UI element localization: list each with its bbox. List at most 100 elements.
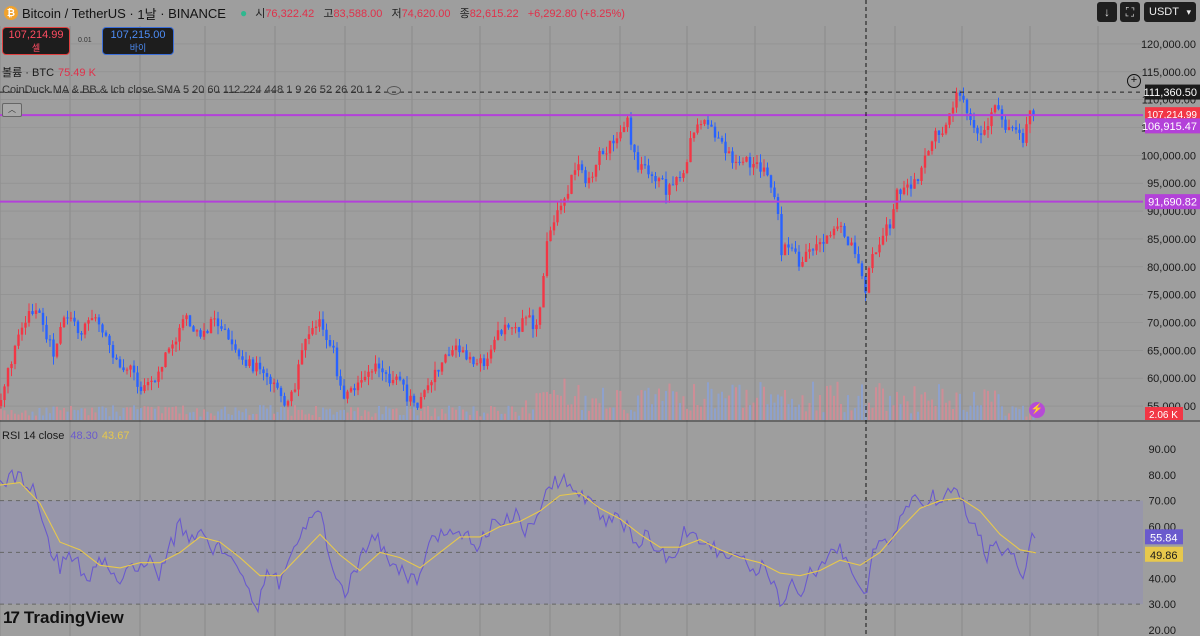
volume-bar (805, 411, 807, 420)
volume-bar (518, 415, 520, 420)
candle-body (496, 330, 500, 340)
buy-button[interactable]: 107,215.00 바이 (102, 27, 174, 55)
tradingview-name: TradingView (23, 608, 124, 627)
interval[interactable]: 1날 (137, 6, 157, 22)
volume-bar (1008, 413, 1010, 420)
volume-bar (647, 387, 650, 420)
candle-body (965, 99, 969, 114)
candle-body (885, 224, 888, 236)
volume-bar (224, 406, 226, 420)
volume-bar (1011, 406, 1014, 420)
volume-bar (77, 410, 79, 420)
volume-bar (24, 410, 27, 420)
volume-bar (497, 410, 499, 420)
volume-bar (966, 411, 968, 420)
high-value: 83,588.00 (333, 8, 383, 20)
candle-body (272, 382, 276, 385)
volume-bar (819, 394, 821, 420)
volume-bar (133, 405, 135, 420)
candle-body (0, 400, 3, 407)
candle-body (192, 326, 195, 332)
volume-bar (651, 404, 653, 420)
volume-legend[interactable]: 볼륨 · BTC 75.49 K (2, 64, 96, 80)
volume-bar (294, 405, 296, 420)
eye-icon[interactable] (386, 85, 401, 95)
volume-bar (780, 396, 783, 420)
candle-body (181, 319, 185, 328)
change-value: +6,292.80 (+8.25%) (527, 8, 625, 20)
volume-bar (549, 393, 552, 420)
symbol-info[interactable]: ₿ Bitcoin / TetherUS · 1날 · BINANCE (4, 4, 226, 23)
volume-bar (738, 384, 741, 420)
volume-bar (73, 409, 76, 420)
collapse-legend-icon[interactable]: ︿ (2, 103, 22, 117)
volume-bar (752, 402, 755, 420)
candle-body (944, 124, 948, 134)
candle-body (640, 164, 643, 170)
volume-bar (969, 405, 972, 420)
volume-bar (626, 413, 629, 420)
candle-body (741, 161, 745, 163)
volume-bar (290, 415, 293, 420)
candle-body (892, 209, 895, 229)
volume-bar (182, 405, 184, 420)
candle-body (297, 364, 300, 390)
open-value: 76,322.42 (265, 8, 315, 20)
rsi-legend[interactable]: RSI 14 close 48.30 43.67 (2, 430, 129, 442)
sell-button[interactable]: 107,214.99 셀 (2, 27, 70, 55)
price-axis-label: 100,000.00 (1141, 150, 1196, 162)
candle-body (87, 320, 90, 324)
candle-body (20, 327, 24, 335)
currency-select[interactable]: USDT ▾ (1144, 2, 1196, 22)
candle-body (552, 222, 556, 231)
candle-body (332, 345, 335, 348)
volume-bar (1018, 409, 1021, 420)
candle-body (920, 167, 923, 181)
volume-bar (245, 408, 247, 420)
candle-body (559, 205, 563, 211)
lightning-icon[interactable]: ⚡ (1029, 402, 1045, 418)
volume-bar (392, 409, 394, 420)
volume-bar (150, 406, 153, 420)
volume-bar (525, 400, 527, 420)
candle-body (209, 318, 213, 334)
volume-bar (976, 405, 979, 420)
download-arrow-icon[interactable]: ↓ (1097, 2, 1117, 22)
tradingview-branding[interactable]: 17 TradingView (3, 608, 124, 628)
candle-body (255, 362, 258, 372)
volume-bar (612, 407, 615, 420)
price-axis-label: 65,000.00 (1147, 345, 1196, 357)
volume-bar (91, 407, 93, 420)
candle-body (426, 385, 430, 391)
open-label: 시 (255, 8, 266, 20)
add-alert-plus-icon[interactable]: + (1127, 74, 1141, 88)
candle-body (598, 150, 601, 165)
candle-body (244, 359, 248, 366)
candle-body (349, 388, 353, 392)
candle-body (720, 137, 724, 142)
volume-bar (875, 387, 877, 420)
candle-body (832, 228, 836, 236)
candle-body (626, 117, 629, 128)
volume-bar (203, 409, 205, 420)
candle-body (594, 164, 598, 177)
fullscreen-icon[interactable]: ⛶ (1120, 2, 1140, 22)
volume-bar (945, 402, 947, 420)
candle-body (34, 310, 38, 314)
candle-body (615, 138, 619, 144)
symbol-title[interactable]: Bitcoin / TetherUS (22, 5, 126, 21)
volume-bar (854, 408, 856, 420)
volume-bar (119, 416, 121, 420)
candle-body (384, 372, 388, 374)
candle-body (262, 369, 265, 374)
candle-body (185, 315, 188, 320)
candle-body (895, 189, 899, 210)
candle-body (829, 235, 832, 237)
volume-bar (952, 409, 954, 420)
candle-body (153, 380, 157, 382)
volume-bar (238, 410, 240, 420)
indicator-legend[interactable]: CoinDuck MA & BB & Ich close SMA 5 20 60… (2, 84, 401, 96)
candle-body (73, 317, 76, 322)
candle-body (654, 176, 657, 182)
